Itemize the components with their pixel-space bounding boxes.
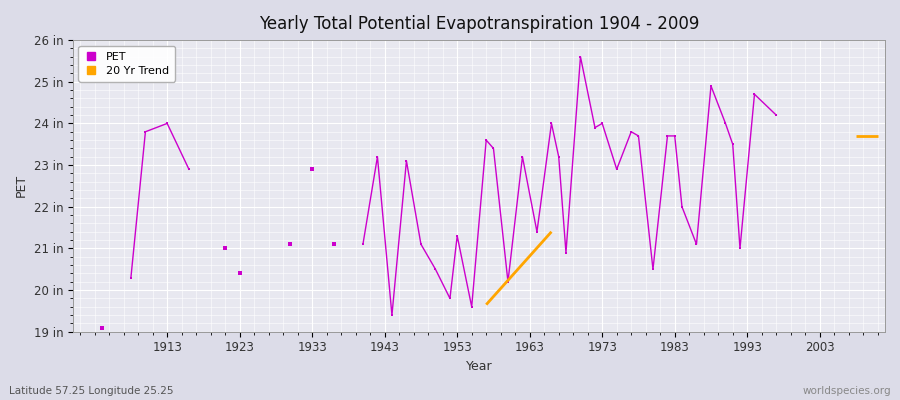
Y-axis label: PET: PET <box>15 174 28 198</box>
Legend: PET, 20 Yr Trend: PET, 20 Yr Trend <box>78 46 175 82</box>
X-axis label: Year: Year <box>465 360 492 373</box>
Title: Yearly Total Potential Evapotranspiration 1904 - 2009: Yearly Total Potential Evapotranspiratio… <box>259 15 699 33</box>
Text: Latitude 57.25 Longitude 25.25: Latitude 57.25 Longitude 25.25 <box>9 386 174 396</box>
Text: worldspecies.org: worldspecies.org <box>803 386 891 396</box>
